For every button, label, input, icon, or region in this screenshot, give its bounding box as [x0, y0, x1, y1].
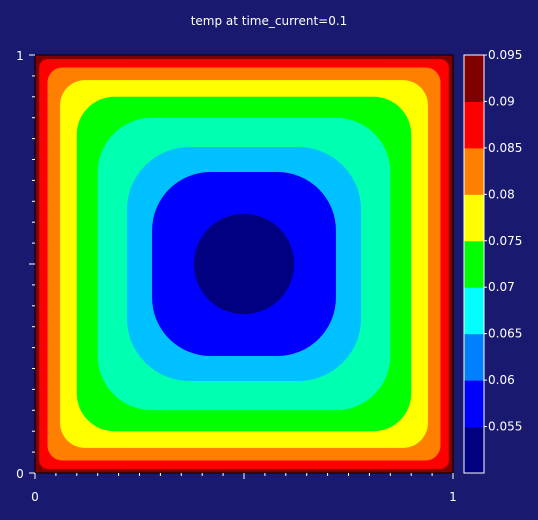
colorbar: 0.055 0.06 0.065 0.07 0.075 0.08 0.085 0.09 0.09… [463, 48, 522, 474]
colorbar-border [463, 54, 485, 474]
colorbar-label-0.065: 0.065 [488, 327, 522, 341]
y-tick-label-0: 0 [16, 467, 24, 481]
colorbar-swatch-8 [464, 55, 484, 102]
colorbar-label-0.075: 0.075 [488, 234, 522, 248]
colorbar-swatch-5 [464, 194, 484, 242]
colorbar-label-0.095: 0.095 [488, 48, 522, 62]
colorbar-label-0.085: 0.085 [488, 141, 522, 155]
colorbar-swatch-4 [464, 240, 484, 288]
y-tick-label-1: 1 [16, 49, 24, 63]
colorbar-label-0.055: 0.055 [488, 420, 522, 434]
x-tick-label-1: 1 [449, 490, 457, 504]
axis-ticks [29, 54, 454, 479]
colorbar-swatch-6 [464, 147, 484, 195]
colorbar-swatch-1 [464, 380, 484, 428]
colorbar-label-0.08: 0.08 [488, 187, 515, 201]
chart-title: temp at time_current=0.1 [190, 14, 348, 28]
colorbar-swatch-7 [464, 101, 484, 149]
x-tick-label-0: 0 [31, 490, 39, 504]
colorbar-label-0.09: 0.09 [488, 94, 515, 108]
colorbar-swatch-0 [464, 426, 484, 474]
contour-bands [39, 59, 449, 469]
colorbar-swatch-3 [464, 287, 484, 335]
contour-band-0.055 [193, 213, 295, 315]
colorbar-label-0.06: 0.06 [488, 373, 515, 387]
colorbar-swatch-2 [464, 333, 484, 381]
colorbar-label-0.07: 0.07 [488, 280, 515, 294]
